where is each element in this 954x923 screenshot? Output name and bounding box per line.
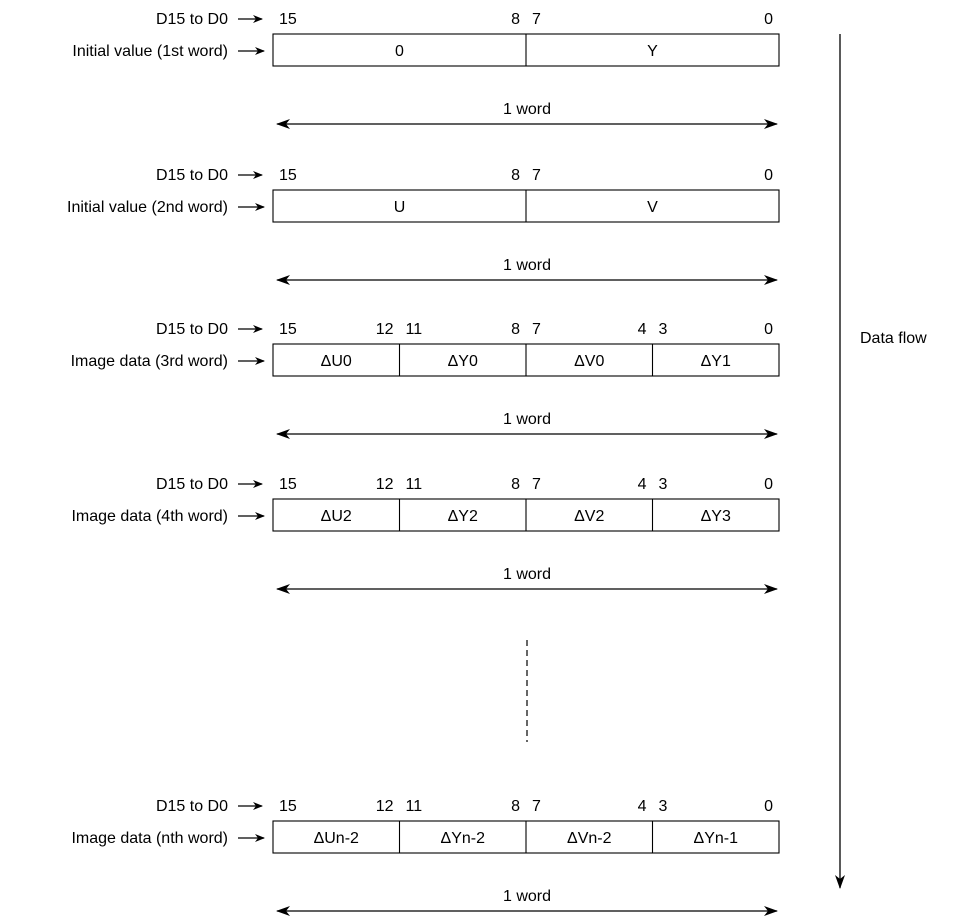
field-label: V xyxy=(647,199,658,216)
field-label: ΔV0 xyxy=(574,353,604,370)
bit-number: 8 xyxy=(511,798,520,815)
bit-number: 11 xyxy=(406,798,423,815)
word-row-1: D15 to D0 Initial value (1st word) 0 Y 15 8 7 0… xyxy=(72,11,780,129)
field-label: Y xyxy=(647,43,658,60)
word-label: Image data (4th word) xyxy=(71,508,228,525)
bit-number: 8 xyxy=(511,321,520,338)
bit-header-label: D15 to D0 xyxy=(156,321,228,338)
bit-number: 8 xyxy=(511,11,520,28)
word-row-3: D15 to D0 Image data (3rd word) ΔU0 ΔY0 ΔV0 Δ… xyxy=(71,321,780,439)
bit-number: 3 xyxy=(659,798,668,815)
field-label: 0 xyxy=(395,43,404,60)
field-label: ΔY2 xyxy=(448,508,478,525)
bit-number: 7 xyxy=(532,11,541,28)
word-span-label: 1 word xyxy=(503,888,551,905)
word-row-5: D15 to D0 Image data (nth word) ΔUn-2 ΔYn-2… xyxy=(71,798,780,916)
word-row-4: D15 to D0 Image data (4th word) ΔU2 ΔY2 ΔV2 Δ… xyxy=(71,476,780,594)
bit-number: 7 xyxy=(532,798,541,815)
bit-header-label: D15 to D0 xyxy=(156,476,228,493)
bit-number: 4 xyxy=(638,321,647,338)
bit-number: 0 xyxy=(764,167,773,184)
word-row-2: D15 to D0 Initial value (2nd word) U V 15 8 7 0… xyxy=(67,167,780,285)
field-label: ΔVn-2 xyxy=(567,830,612,847)
bit-number: 12 xyxy=(376,476,394,493)
bit-number: 15 xyxy=(279,167,297,184)
data-flow-label: Data flow xyxy=(860,330,927,347)
field-label: ΔY1 xyxy=(701,353,731,370)
word-span-label: 1 word xyxy=(503,257,551,274)
field-label: ΔU2 xyxy=(321,508,352,525)
word-span-label: 1 word xyxy=(503,101,551,118)
word-label: Image data (3rd word) xyxy=(71,353,228,370)
word-label: Image data (nth word) xyxy=(71,830,228,847)
bit-number: 12 xyxy=(376,321,394,338)
bit-number: 7 xyxy=(532,321,541,338)
bit-header-label: D15 to D0 xyxy=(156,167,228,184)
word-label: Initial value (2nd word) xyxy=(67,199,228,216)
bit-number: 0 xyxy=(764,798,773,815)
bit-number: 15 xyxy=(279,321,297,338)
word-span-label: 1 word xyxy=(503,566,551,583)
bit-number: 7 xyxy=(532,167,541,184)
field-label: ΔY0 xyxy=(448,353,478,370)
word-label: Initial value (1st word) xyxy=(72,43,228,60)
bit-header-label: D15 to D0 xyxy=(156,11,228,28)
bit-number: 15 xyxy=(279,476,297,493)
field-label: ΔYn-2 xyxy=(441,830,486,847)
bit-number: 8 xyxy=(511,167,520,184)
field-label: ΔV2 xyxy=(574,508,604,525)
bit-number: 7 xyxy=(532,476,541,493)
bit-number: 0 xyxy=(764,476,773,493)
bit-number: 0 xyxy=(764,321,773,338)
bit-header-label: D15 to D0 xyxy=(156,798,228,815)
bit-number: 3 xyxy=(659,321,668,338)
field-label: ΔU0 xyxy=(321,353,352,370)
bit-number: 11 xyxy=(406,476,423,493)
bit-number: 4 xyxy=(638,476,647,493)
bit-number: 3 xyxy=(659,476,668,493)
field-label: U xyxy=(394,199,406,216)
bit-number: 15 xyxy=(279,798,297,815)
bit-number: 11 xyxy=(406,321,423,338)
field-label: ΔUn-2 xyxy=(314,830,359,847)
bit-number: 0 xyxy=(764,11,773,28)
field-label: ΔY3 xyxy=(701,508,731,525)
bit-number: 8 xyxy=(511,476,520,493)
bit-number: 15 xyxy=(279,11,297,28)
field-label: ΔYn-1 xyxy=(694,830,739,847)
bit-number: 4 xyxy=(638,798,647,815)
bit-number: 12 xyxy=(376,798,394,815)
word-span-label: 1 word xyxy=(503,411,551,428)
